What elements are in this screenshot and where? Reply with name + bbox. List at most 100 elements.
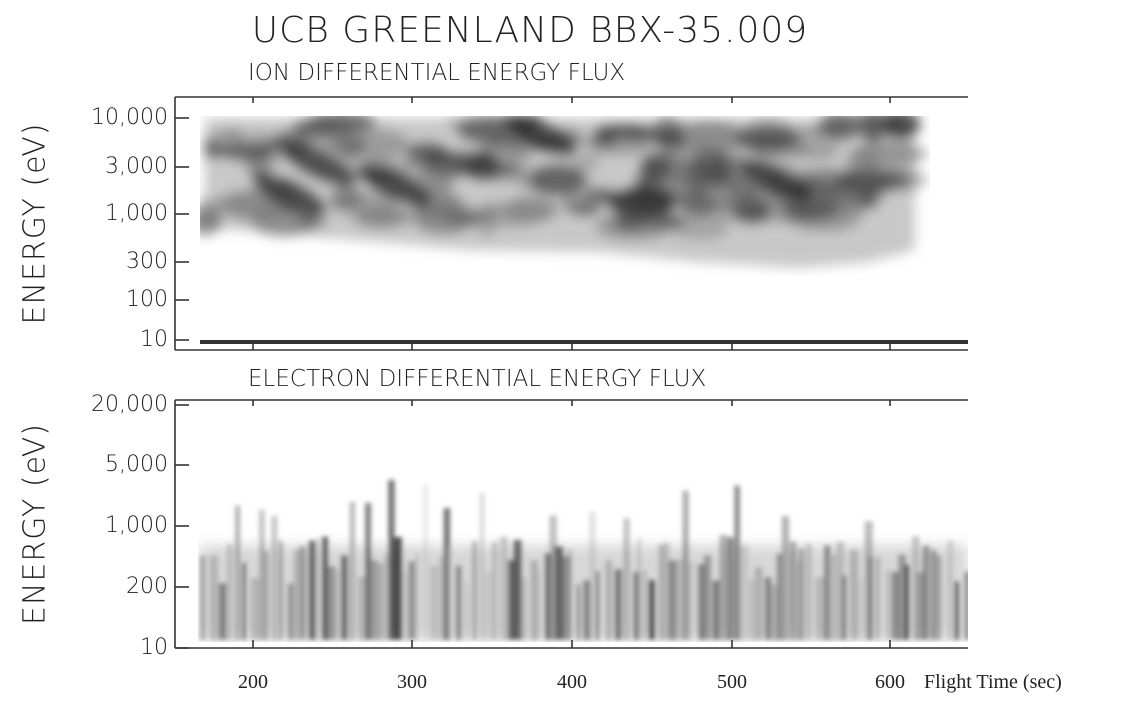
y-tick-label: 1,000 bbox=[105, 513, 168, 538]
electron-streak bbox=[648, 579, 656, 640]
electron-streak bbox=[308, 540, 316, 640]
electron-streak bbox=[371, 559, 378, 640]
panel-title: ELECTRON DIFFERENTIAL ENERGY FLUX bbox=[248, 366, 706, 392]
electron-streak bbox=[937, 555, 942, 640]
electron-streak bbox=[719, 535, 728, 640]
ion-blob bbox=[595, 212, 674, 240]
x-tick-label: 500 bbox=[717, 671, 747, 693]
ion-blob bbox=[298, 214, 326, 230]
electron-streak bbox=[340, 555, 348, 640]
electron-streak bbox=[455, 565, 462, 640]
electron-streak bbox=[805, 544, 812, 640]
ion-blob bbox=[735, 126, 799, 152]
electron-streak bbox=[682, 490, 689, 640]
y-tick-label: 3,000 bbox=[105, 154, 168, 179]
electron-streak bbox=[200, 555, 206, 640]
electron-streak bbox=[554, 546, 564, 640]
electron-streak bbox=[287, 583, 294, 640]
electron-streak bbox=[596, 571, 600, 640]
electron-streak bbox=[562, 555, 572, 640]
electron-streak bbox=[576, 584, 580, 640]
electron-streak bbox=[293, 549, 299, 640]
electron-streak bbox=[235, 505, 241, 640]
electron-streak bbox=[668, 560, 677, 640]
electron-streak bbox=[279, 540, 283, 640]
ion-blob bbox=[476, 202, 497, 237]
y-tick-label: 300 bbox=[126, 249, 168, 274]
electron-streak bbox=[885, 570, 891, 640]
electron-streak bbox=[824, 545, 831, 640]
y-axis-label: ENERGY (eV) bbox=[18, 423, 53, 625]
electron-spectrogram bbox=[200, 479, 968, 640]
ion-blob bbox=[283, 143, 357, 187]
ion-blob bbox=[253, 173, 327, 217]
ion-blob bbox=[652, 116, 684, 147]
ion-blob bbox=[816, 116, 862, 141]
electron-streak bbox=[357, 576, 366, 640]
ion-blob bbox=[877, 168, 927, 191]
ion-blob bbox=[601, 192, 675, 207]
electron-streak bbox=[218, 583, 227, 640]
figure-title: UCB GREENLAND BBX-35.009 bbox=[252, 10, 808, 51]
electron-streak bbox=[734, 485, 740, 640]
electron-streak bbox=[365, 502, 372, 640]
electron-streak bbox=[697, 564, 705, 640]
electron-streak bbox=[614, 569, 622, 640]
x-tick-label: 400 bbox=[557, 671, 587, 693]
electron-streak bbox=[408, 561, 415, 640]
ion-blob bbox=[200, 197, 218, 227]
y-tick-label: 5,000 bbox=[105, 452, 168, 477]
y-tick-label: 20,000 bbox=[91, 392, 168, 417]
ion-blob bbox=[329, 186, 365, 213]
ion-blob bbox=[351, 129, 410, 160]
electron-streak bbox=[727, 537, 734, 640]
electron-streak bbox=[858, 578, 863, 640]
electron-streak bbox=[322, 536, 329, 640]
ion-blob bbox=[670, 120, 748, 154]
electron-streak bbox=[868, 556, 872, 640]
electron-streak bbox=[549, 515, 557, 640]
ion-blob bbox=[529, 164, 587, 196]
electron-streak bbox=[912, 536, 920, 640]
electron-streak bbox=[776, 553, 784, 640]
ion-blob bbox=[783, 198, 838, 220]
ion-blob bbox=[567, 204, 601, 216]
electron-streak bbox=[864, 521, 873, 640]
electron-streak bbox=[875, 557, 880, 640]
electron-streak bbox=[480, 492, 485, 640]
electron-shading bbox=[200, 479, 968, 640]
electron-streak bbox=[522, 577, 528, 640]
electron-streak bbox=[484, 571, 493, 640]
electron-streak bbox=[250, 578, 260, 640]
electron-streak bbox=[567, 549, 572, 640]
electron-streak bbox=[664, 542, 670, 640]
electron-streak bbox=[472, 541, 477, 640]
electron-streak bbox=[491, 541, 498, 640]
electron-streak bbox=[828, 554, 837, 640]
ion-blob bbox=[351, 205, 413, 228]
y-tick-label: 10 bbox=[140, 635, 168, 660]
electron-streak bbox=[891, 571, 901, 640]
y-tick-label: 10 bbox=[140, 327, 168, 352]
y-tick-label: 1,000 bbox=[105, 201, 168, 226]
electron-streak bbox=[836, 542, 845, 640]
ion-blob bbox=[668, 216, 730, 240]
electron-streak bbox=[922, 545, 931, 640]
electron-streak bbox=[375, 563, 384, 640]
electron-streak bbox=[316, 537, 321, 640]
ion-blob bbox=[358, 163, 432, 207]
electron-streak bbox=[349, 501, 355, 640]
electron-streak bbox=[605, 560, 612, 640]
x-axis-label: Flight Time (sec) bbox=[924, 671, 1062, 693]
axes: ION DIFFERENTIAL ENERGY FLUX ENERGY (eV) 1… bbox=[18, 60, 1062, 693]
electron-streak bbox=[544, 553, 553, 640]
ion-shading bbox=[200, 116, 927, 268]
electron-streak bbox=[415, 552, 419, 640]
electron-streak bbox=[499, 536, 509, 640]
electron-streak bbox=[388, 479, 395, 640]
electron-streak bbox=[798, 548, 804, 640]
electron-streak bbox=[754, 567, 763, 640]
electron-streak bbox=[589, 511, 596, 640]
electron-streak bbox=[465, 582, 469, 640]
